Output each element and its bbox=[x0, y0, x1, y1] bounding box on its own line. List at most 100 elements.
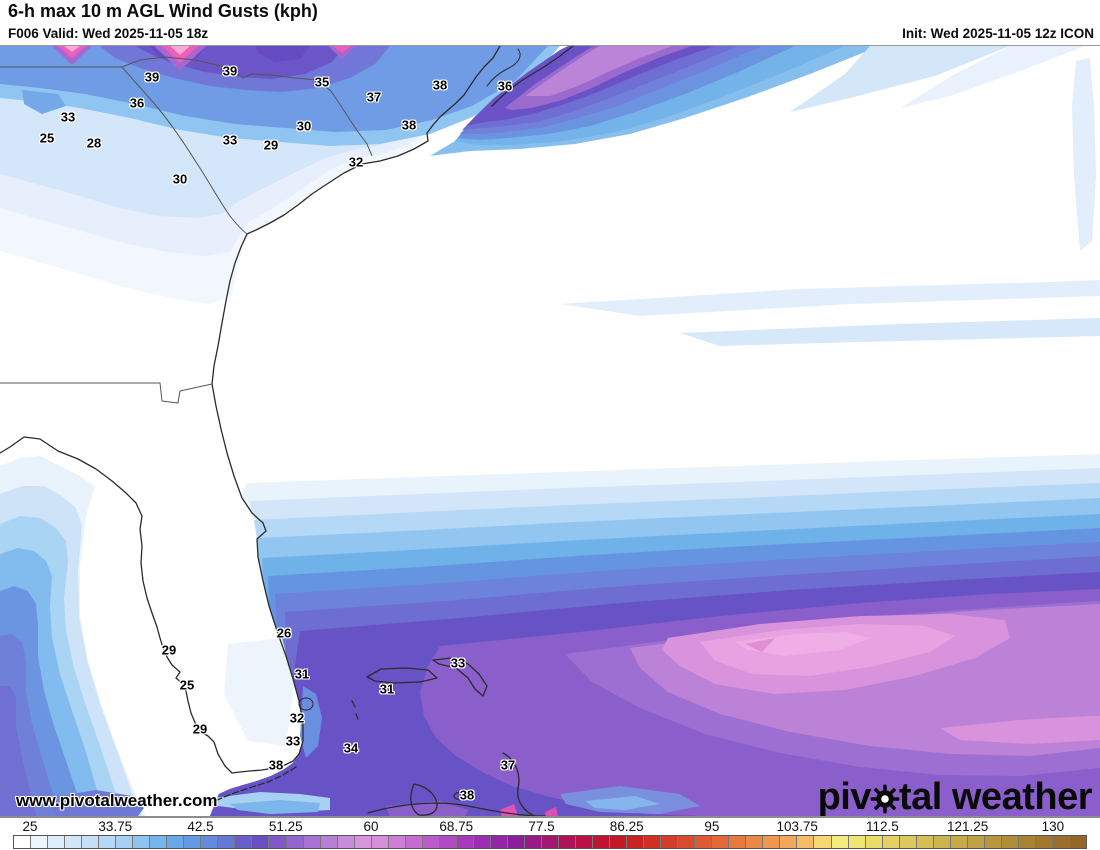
station-gust-label: 39 bbox=[144, 69, 160, 85]
station-gust-label: 32 bbox=[348, 154, 364, 170]
colorbar-cell bbox=[576, 836, 594, 848]
station-gust-label: 38 bbox=[459, 787, 475, 803]
colorbar-cell bbox=[661, 836, 679, 848]
colorbar-cell bbox=[201, 836, 219, 848]
station-gust-label: 36 bbox=[129, 95, 145, 111]
colorbar-cell bbox=[916, 836, 934, 848]
colorbar-tick-label: 33.75 bbox=[98, 819, 133, 834]
colorbar-tick-label: 60 bbox=[363, 819, 379, 834]
colorbar-cell bbox=[31, 836, 49, 848]
colorbar-cell bbox=[984, 836, 1002, 848]
colorbar-tick-label: 121.25 bbox=[947, 819, 989, 834]
station-gust-label: 39 bbox=[222, 63, 238, 79]
florida-keys bbox=[212, 766, 297, 803]
colorbar-cell bbox=[337, 836, 355, 848]
colorbar-cell bbox=[559, 836, 577, 848]
colorbar-cell bbox=[678, 836, 696, 848]
station-gust-label: 31 bbox=[294, 666, 310, 682]
colorbar-cell bbox=[763, 836, 781, 848]
colorbar-tick-label: 68.75 bbox=[439, 819, 474, 834]
colorbar-cell bbox=[899, 836, 917, 848]
station-gust-label: 38 bbox=[268, 757, 284, 773]
colorbar-cell bbox=[235, 836, 253, 848]
station-gust-label: 29 bbox=[161, 642, 177, 658]
colorbar-cell bbox=[848, 836, 866, 848]
colorbar-cell bbox=[831, 836, 849, 848]
colorbar-cell bbox=[490, 836, 508, 848]
colorbar-cell bbox=[1052, 836, 1070, 848]
colorbar-scale bbox=[13, 835, 1087, 849]
colorbar-cell bbox=[150, 836, 168, 848]
station-gust-label: 33 bbox=[60, 109, 76, 125]
colorbar-cell bbox=[1035, 836, 1053, 848]
station-gust-label: 37 bbox=[366, 89, 382, 105]
station-gust-label: 29 bbox=[192, 721, 208, 737]
colorbar-cell bbox=[1018, 836, 1036, 848]
colorbar-tick-label: 51.25 bbox=[268, 819, 303, 834]
map-header: 6-h max 10 m AGL Wind Gusts (kph) F006 V… bbox=[0, 0, 1100, 45]
gust-contours bbox=[0, 46, 1100, 816]
colorbar-cell bbox=[422, 836, 440, 848]
andros-island bbox=[410, 783, 438, 816]
colorbar-cell bbox=[627, 836, 645, 848]
colorbar-cell bbox=[184, 836, 202, 848]
colorbar-cell bbox=[303, 836, 321, 848]
station-gust-label: 38 bbox=[432, 77, 448, 93]
colorbar-cell bbox=[610, 836, 628, 848]
colorbar-cell bbox=[695, 836, 713, 848]
colorbar-cell bbox=[252, 836, 270, 848]
colorbar-cell bbox=[116, 836, 134, 848]
station-gust-label: 35 bbox=[314, 74, 330, 90]
bimini-islands bbox=[351, 700, 359, 720]
colorbar-cell bbox=[746, 836, 764, 848]
colorbar-tick-label: 77.5 bbox=[528, 819, 555, 834]
colorbar: 25 33.75 42.5 51.25 60 68.75 77.5 86.25 95 103.75… bbox=[0, 818, 1100, 850]
station-gust-label: 36 bbox=[497, 78, 513, 94]
colorbar-tick-label: 95 bbox=[704, 819, 720, 834]
colorbar-tick-label: 42.5 bbox=[187, 819, 214, 834]
colorbar-cell bbox=[933, 836, 951, 848]
colorbar-cell bbox=[48, 836, 66, 848]
eleuthera-island bbox=[502, 752, 536, 816]
page-title: 6-h max 10 m AGL Wind Gusts (kph) bbox=[8, 1, 318, 21]
station-gust-label: 38 bbox=[401, 117, 417, 133]
colorbar-cell bbox=[14, 836, 32, 848]
watermark: www.pivotalweather.com bbox=[16, 791, 218, 810]
colorbar-cell bbox=[729, 836, 747, 848]
gust-contour-canvas bbox=[0, 46, 1100, 816]
colorbar-cell bbox=[405, 836, 423, 848]
colorbar-cell bbox=[524, 836, 542, 848]
grand-bahama-island bbox=[366, 667, 438, 684]
colorbar-cell bbox=[865, 836, 883, 848]
colorbar-cell bbox=[286, 836, 304, 848]
station-gust-label: 34 bbox=[343, 740, 359, 756]
state-borders bbox=[0, 56, 373, 404]
station-gust-label: 33 bbox=[222, 132, 238, 148]
station-gust-label: 30 bbox=[296, 118, 312, 134]
abaco-island bbox=[432, 657, 488, 697]
colorbar-cell bbox=[371, 836, 389, 848]
station-gust-label: 28 bbox=[86, 135, 102, 151]
station-gust-label: 25 bbox=[179, 677, 195, 693]
colorbar-tick-label: 103.75 bbox=[776, 819, 818, 834]
lake-okeechobee bbox=[298, 697, 314, 711]
gear-icon bbox=[870, 784, 900, 814]
station-gust-label: 33 bbox=[285, 733, 301, 749]
colorbar-cell bbox=[950, 836, 968, 848]
bahamas-islands bbox=[298, 657, 536, 816]
colorbar-cell bbox=[473, 836, 491, 848]
colorbar-cell bbox=[541, 836, 559, 848]
colorbar-cell bbox=[644, 836, 662, 848]
station-gust-label: 29 bbox=[263, 137, 279, 153]
colorbar-cell bbox=[388, 836, 406, 848]
colorbar-cell bbox=[82, 836, 100, 848]
init-time-label: Init: Wed 2025-11-05 12z ICON bbox=[902, 26, 1094, 41]
colorbar-cell bbox=[99, 836, 117, 848]
station-gust-label: 30 bbox=[172, 171, 188, 187]
station-gust-label: 31 bbox=[379, 681, 395, 697]
colorbar-cell bbox=[507, 836, 525, 848]
colorbar-cell bbox=[269, 836, 287, 848]
colorbar-cell bbox=[882, 836, 900, 848]
colorbar-cell bbox=[712, 836, 730, 848]
